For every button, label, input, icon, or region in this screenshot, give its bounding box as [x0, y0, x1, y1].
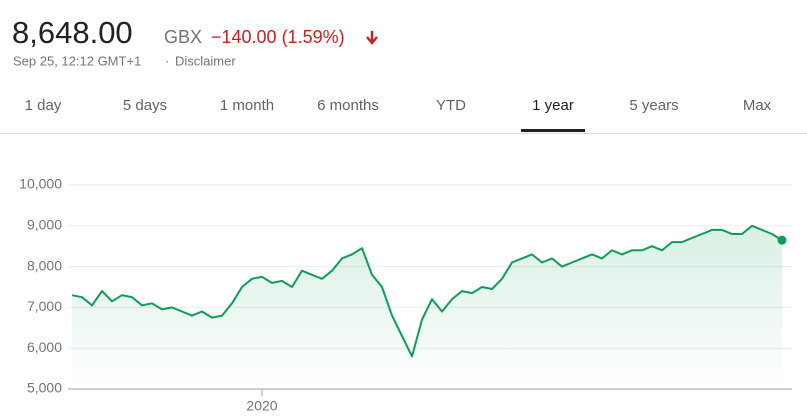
- tab[interactable]: 1 year: [532, 97, 574, 114]
- x-tick-label: 2020: [246, 398, 277, 414]
- tab[interactable]: YTD: [436, 97, 466, 114]
- price: 8,648.00: [12, 15, 133, 50]
- y-tick-label: 5,000: [27, 380, 62, 396]
- currency: GBX: [164, 27, 202, 47]
- tabs: 1 day 5 days 1 month 6 months YTD 1 year 5 yea…: [25, 97, 772, 132]
- area-fill: [72, 225, 782, 389]
- y-tick-label: 10,000: [19, 176, 62, 192]
- chart: 5,000 6,000 7,000 8,000 9,000 10,000 2020: [19, 176, 792, 414]
- disclaimer-link[interactable]: Disclaimer: [175, 53, 236, 68]
- separator: ·: [165, 53, 169, 68]
- tab[interactable]: 1 month: [220, 97, 274, 114]
- y-tick-label: 6,000: [27, 339, 62, 355]
- y-tick-label: 9,000: [27, 217, 62, 233]
- price-change: −140.00 (1.59%): [211, 27, 345, 47]
- down-arrow: [366, 31, 378, 45]
- tab[interactable]: 6 months: [317, 97, 379, 114]
- y-tick-label: 8,000: [27, 257, 62, 273]
- tab[interactable]: Max: [743, 97, 772, 114]
- price-line: [71, 224, 783, 358]
- tab[interactable]: 5 years: [629, 97, 678, 114]
- tab-underline: [521, 129, 585, 132]
- timestamp: Sep 25, 12:12 GMT+1: [13, 53, 141, 68]
- tab[interactable]: 5 days: [123, 97, 167, 114]
- y-tick-label: 7,000: [27, 298, 62, 314]
- last-point: [777, 235, 787, 245]
- tab[interactable]: 1 day: [25, 97, 62, 114]
